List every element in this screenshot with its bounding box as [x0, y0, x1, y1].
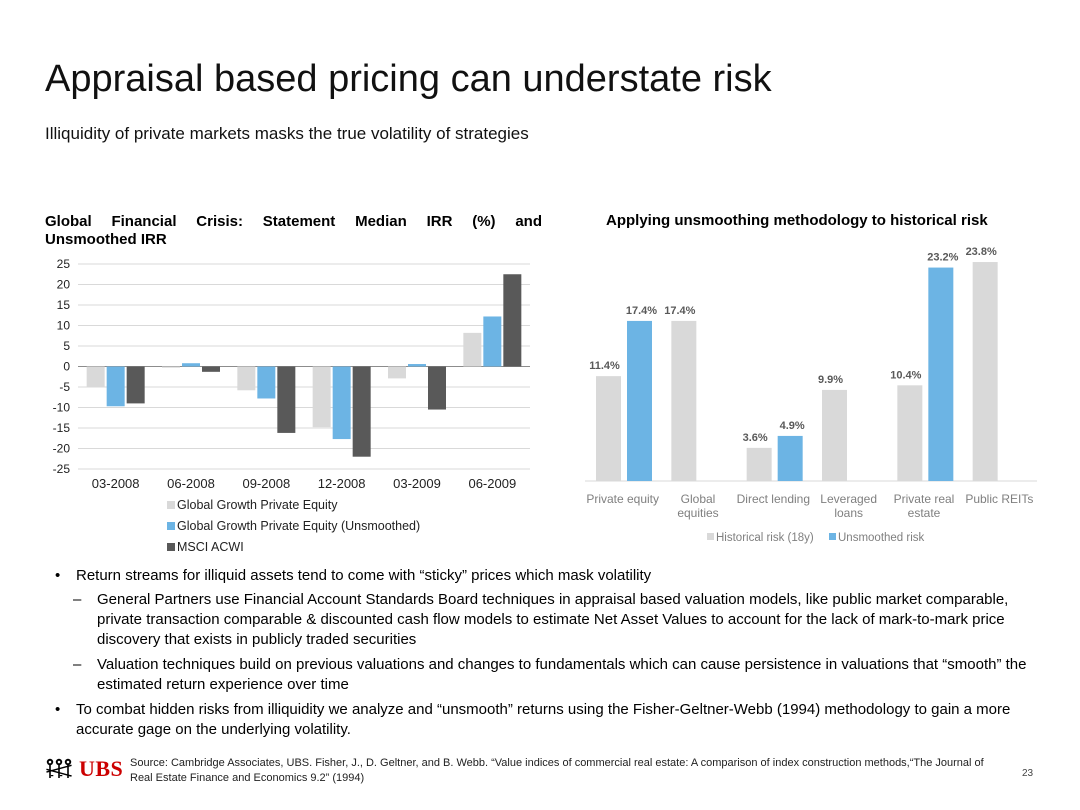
page-number: 23 [1022, 768, 1034, 779]
y-tick-label: -20 [53, 442, 71, 456]
x-tick-label: equities [677, 506, 718, 520]
page-title: Appraisal based pricing can understate r… [45, 58, 772, 100]
data-label: 17.4% [664, 305, 695, 317]
unsmoothing-risk-bar-chart: 11.4% 17.4% Private equity 17.4% Globalequit… [585, 246, 1037, 544]
x-tick-label: Private equity [586, 492, 659, 506]
x-tick-label: 06-2008 [167, 476, 215, 491]
data-label: 23.8% [966, 246, 997, 258]
bar-1 [972, 262, 998, 481]
legend-swatch [167, 501, 175, 509]
x-tick-label: 03-2009 [393, 476, 441, 491]
legend-label: Unsmoothed risk [838, 532, 925, 544]
sub-bullet-text: Valuation techniques build on previous v… [97, 656, 1027, 693]
bar-2 [332, 366, 351, 440]
bar-1 [162, 366, 180, 368]
x-tick-label: Leveraged [820, 492, 877, 506]
y-tick-label: 15 [57, 298, 71, 312]
x-tick-label: Direct lending [737, 492, 810, 506]
y-tick-label: 25 [57, 257, 71, 271]
bar-2 [257, 366, 276, 399]
legend-label: Global Growth Private Equity (Unsmoothed… [177, 519, 420, 533]
bar-2 [483, 316, 502, 367]
x-tick-label: Public REITs [965, 492, 1033, 506]
legend-swatch [829, 533, 836, 540]
bar-2 [627, 320, 652, 481]
y-tick-label: 0 [63, 360, 70, 374]
legend-swatch [167, 522, 175, 530]
legend-label: Historical risk (18y) [716, 532, 814, 544]
bar-2 [777, 435, 803, 481]
bar-3 [352, 366, 371, 457]
y-tick-label: -25 [53, 462, 71, 476]
data-label: 9.9% [818, 374, 843, 386]
bar-3 [503, 274, 522, 367]
bullet-item: Return streams for illiquid assets tend … [50, 566, 1040, 586]
y-tick-label: -15 [53, 421, 71, 435]
bar-3 [126, 366, 145, 404]
sub-bullet-item: – Valuation techniques build on previous … [50, 655, 1040, 695]
data-label: 17.4% [626, 305, 657, 317]
right-chart-title: Applying unsmoothing methodology to hist… [606, 212, 988, 229]
page-subtitle: Illiquidity of private markets masks the… [45, 124, 529, 143]
dash-marker: – [73, 591, 82, 608]
x-tick-label: Private real [894, 492, 955, 506]
bar-3 [202, 366, 220, 372]
legend-swatch [707, 533, 714, 540]
x-tick-label: 09-2008 [242, 476, 290, 491]
x-tick-label: 06-2009 [468, 476, 516, 491]
data-label: 10.4% [890, 369, 921, 381]
left-chart-title-line2: Unsmoothed IRR [45, 231, 167, 248]
gfc-irr-bar-chart: 25 20 15 10 5 0 -5 -10 -15 -20 -25 03-2008 06-2008 09… [53, 257, 530, 554]
legend-label: Global Growth Private Equity [177, 498, 338, 512]
bar-2 [182, 363, 200, 367]
y-tick-label: -5 [59, 380, 70, 394]
bar-3 [277, 366, 296, 433]
x-tick-label: 03-2008 [92, 476, 140, 491]
ubs-logo: UBS [44, 756, 123, 782]
sub-bullet-text: General Partners use Financial Account S… [97, 591, 1009, 648]
x-tick-label: loans [834, 506, 863, 520]
bar-2 [408, 364, 426, 367]
bar-1 [237, 366, 256, 391]
y-tick-label: 10 [57, 319, 71, 333]
bar-1 [746, 447, 772, 481]
dash-marker: – [73, 656, 82, 673]
bar-2 [106, 366, 125, 407]
bar-1 [671, 320, 697, 481]
bar-1 [312, 366, 331, 428]
legend-label: MSCI ACWI [177, 540, 244, 554]
y-tick-label: -10 [53, 401, 71, 415]
legend-swatch [167, 543, 175, 551]
bar-3 [428, 366, 446, 410]
y-tick-label: 5 [63, 339, 70, 353]
bar-1 [596, 376, 621, 481]
bullet-item: To combat hidden risks from illiquidity … [50, 700, 1040, 740]
x-tick-label: Global [681, 492, 716, 506]
x-tick-label: estate [908, 506, 941, 520]
left-chart-title: Global Financial Crisis: Statement Media… [45, 213, 542, 230]
data-label: 11.4% [589, 360, 620, 372]
bar-1 [463, 332, 482, 367]
data-label: 3.6% [743, 432, 768, 444]
bar-2 [928, 267, 954, 481]
bullet-list: Return streams for illiquid assets tend … [50, 566, 1040, 744]
data-label: 23.2% [927, 252, 958, 264]
x-tick-label: 12-2008 [318, 476, 366, 491]
bar-1 [86, 366, 105, 387]
source-footnote: Source: Cambridge Associates, UBS. Fishe… [130, 757, 984, 784]
y-tick-label: 20 [57, 278, 71, 292]
ubs-keys-icon [46, 758, 72, 778]
bar-1 [388, 366, 406, 379]
bar-1 [822, 389, 847, 481]
bar-1 [897, 385, 923, 481]
data-label: 4.9% [780, 420, 805, 432]
ubs-wordmark: UBS [79, 756, 124, 781]
sub-bullet-item: – General Partners use Financial Account … [50, 590, 1040, 650]
